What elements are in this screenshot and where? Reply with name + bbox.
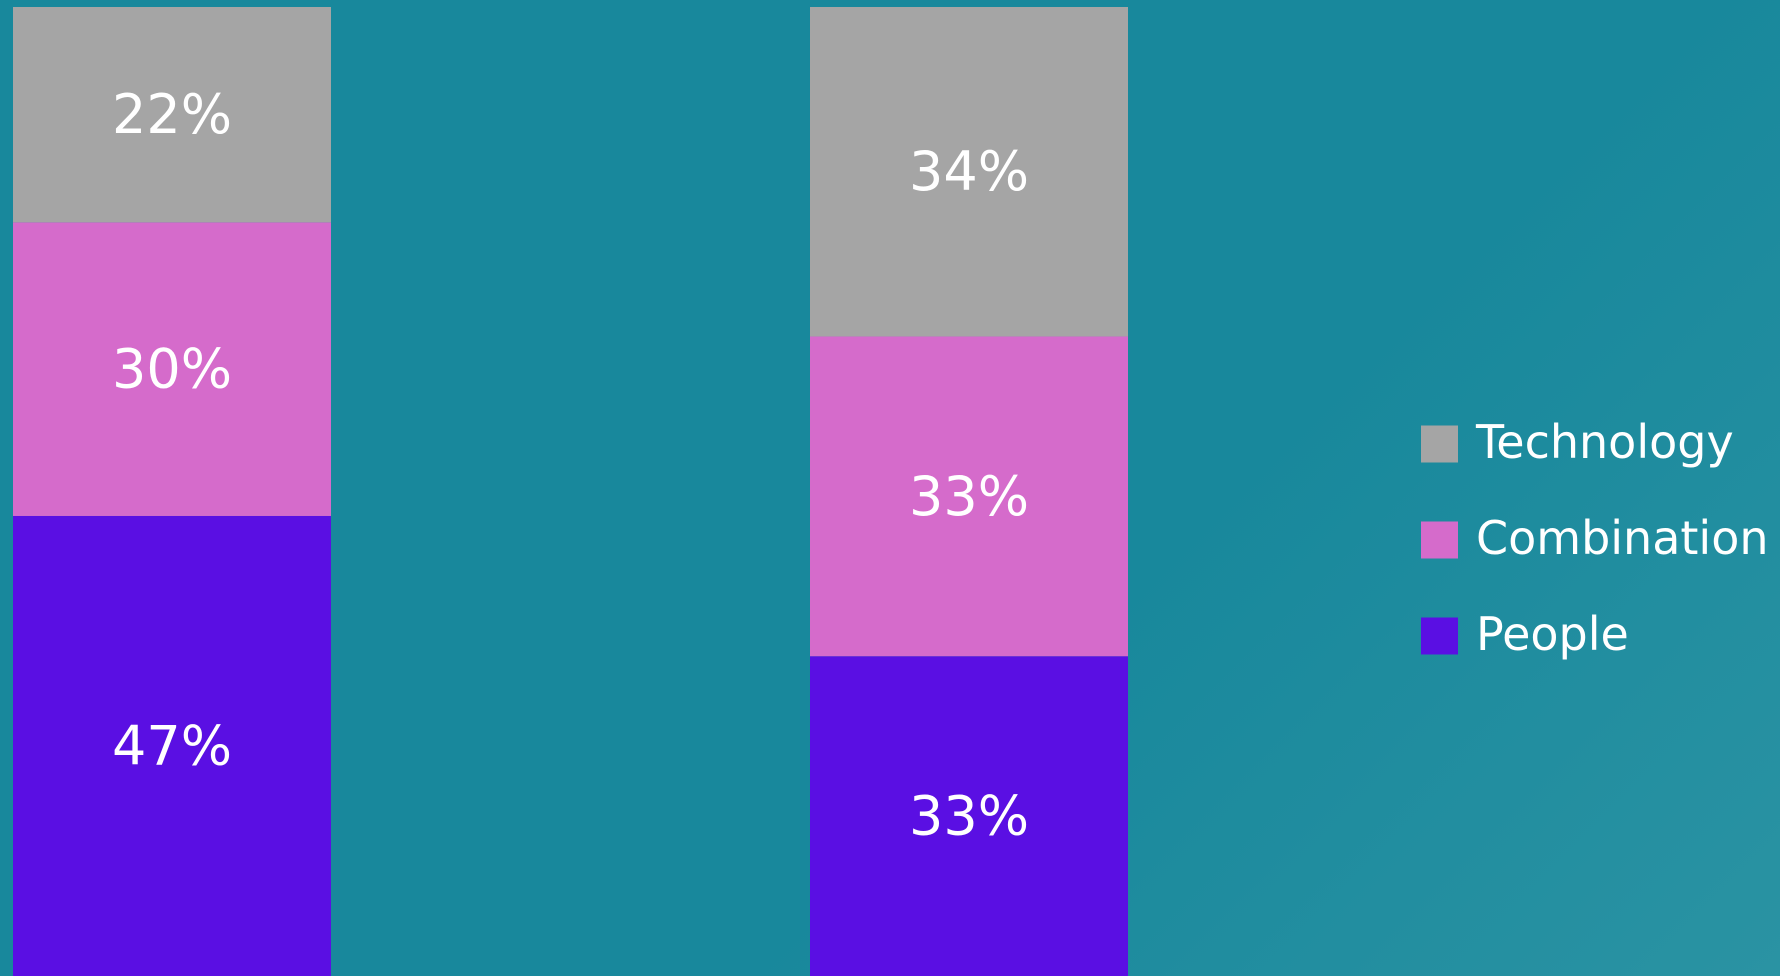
bar-segment-combination-1 [13, 222, 331, 516]
data-label-people-2: 33% [909, 785, 1029, 848]
legend-swatch-combination [1421, 521, 1458, 559]
data-label-technology-2: 34% [909, 140, 1029, 203]
legend-swatch-technology [1421, 425, 1458, 463]
bar-segment-people-2 [810, 656, 1128, 976]
data-label-people-1: 47% [112, 714, 232, 777]
data-label-combination-2: 33% [909, 465, 1029, 528]
bar-segment-technology-2 [810, 7, 1128, 337]
bars-group [13, 7, 1128, 976]
legend-swatch-people [1421, 617, 1458, 655]
data-label-combination-1: 30% [112, 338, 232, 401]
legend-label-combination: Combination [1476, 511, 1769, 565]
bar-segment-people-1 [13, 515, 331, 976]
legend: Technology Combination People [1421, 415, 1769, 661]
legend-label-people: People [1476, 607, 1629, 661]
bar-segment-combination-2 [810, 336, 1128, 657]
data-label-technology-1: 22% [112, 83, 232, 146]
data-labels-group: 47% 30% 22% 33% 33% 34% [112, 83, 1029, 847]
bar-segment-technology-1 [13, 7, 331, 223]
legend-label-technology: Technology [1475, 415, 1734, 469]
